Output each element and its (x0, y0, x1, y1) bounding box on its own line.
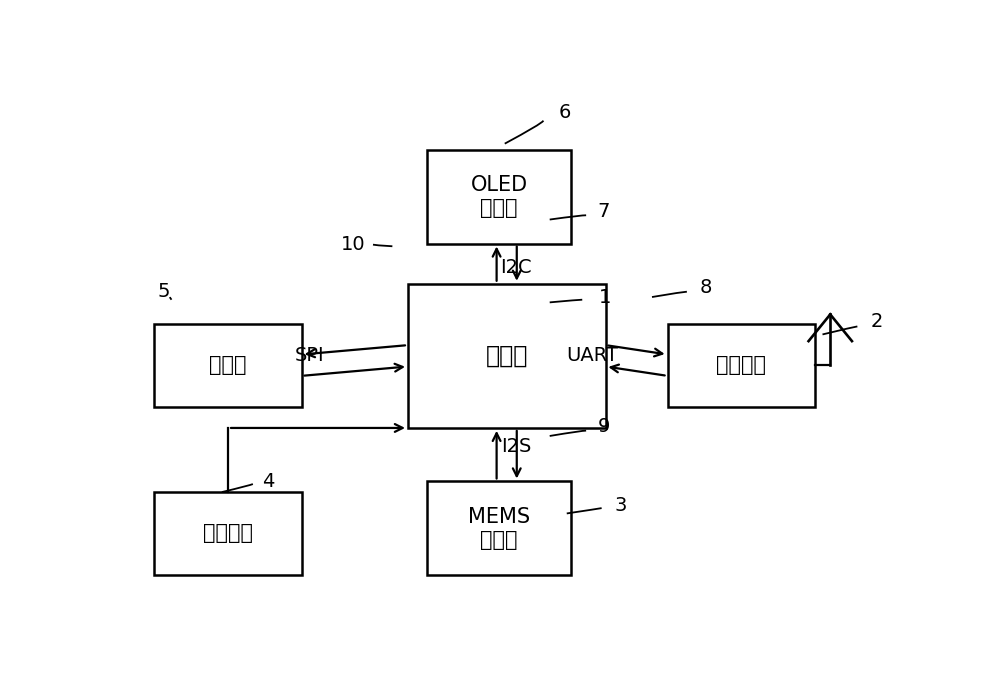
Text: 4: 4 (262, 472, 275, 491)
Bar (154, 323, 302, 407)
Bar (668, 323, 815, 407)
Text: 8: 8 (700, 278, 712, 297)
Text: 控制器: 控制器 (486, 344, 528, 368)
Text: 1: 1 (599, 287, 612, 307)
Text: OLED
显示器: OLED 显示器 (470, 176, 528, 219)
Text: 通讯模块: 通讯模块 (716, 355, 766, 375)
Text: 9: 9 (598, 417, 610, 436)
Text: 10: 10 (341, 235, 366, 254)
Bar (408, 284, 606, 428)
Bar (427, 150, 571, 244)
Bar (427, 482, 571, 575)
Text: 5: 5 (158, 282, 170, 301)
Text: 3: 3 (615, 496, 627, 515)
Text: 电池模块: 电池模块 (203, 523, 253, 543)
Text: 2: 2 (871, 312, 883, 330)
Text: I2S: I2S (501, 437, 532, 456)
Text: I2C: I2C (501, 258, 532, 277)
Text: SPI: SPI (295, 346, 324, 365)
Text: UART: UART (566, 346, 618, 365)
Text: MEMS
传感器: MEMS 传感器 (468, 507, 530, 550)
Bar (154, 492, 302, 575)
Text: 6: 6 (559, 103, 571, 122)
Text: 存储器: 存储器 (209, 355, 247, 375)
Text: 7: 7 (598, 202, 610, 221)
